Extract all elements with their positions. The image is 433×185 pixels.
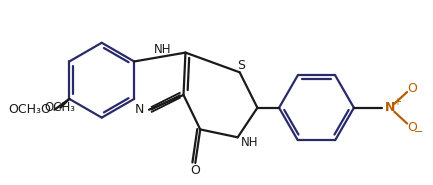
Text: O: O [41, 103, 51, 116]
Text: +: + [393, 97, 401, 107]
Text: S: S [236, 59, 245, 72]
Text: N: N [135, 103, 144, 116]
Text: OCH₃: OCH₃ [45, 101, 76, 114]
Text: NH: NH [241, 136, 258, 149]
Text: NH: NH [154, 43, 171, 56]
Text: O: O [191, 164, 200, 177]
Text: O: O [407, 121, 417, 134]
Text: N: N [385, 101, 395, 114]
Text: −: − [414, 127, 423, 137]
Text: O: O [407, 82, 417, 95]
Text: OCH₃: OCH₃ [8, 103, 42, 116]
